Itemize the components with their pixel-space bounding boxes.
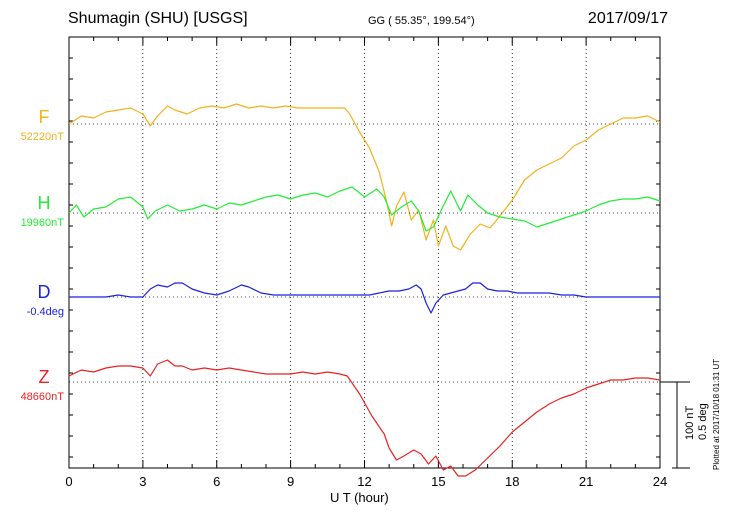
x-tick-label: 9 (287, 474, 294, 489)
x-axis-label: U T (hour) (330, 490, 389, 505)
baseline-label-h: 19960nT (20, 217, 64, 229)
x-tick-label: 15 (431, 474, 445, 489)
component-label-f: F (38, 107, 50, 127)
scale-bar-label-deg: 0.5 deg (697, 403, 709, 440)
x-tick-label: 21 (579, 474, 593, 489)
component-label-z: Z (38, 367, 50, 387)
plot-date: 2017/09/17 (587, 10, 668, 27)
series-line-d (69, 282, 660, 314)
station-title: Shumagin (SHU) [USGS] (68, 10, 248, 27)
x-tick-label: 24 (653, 474, 667, 489)
x-tick-label: 6 (213, 474, 220, 489)
series-line-f (68, 103, 661, 251)
component-label-d: D (37, 282, 51, 302)
baseline-label-z: 48660nT (20, 391, 64, 403)
geographic-coordinates: GG ( 55.35°, 199.54°) (368, 15, 475, 27)
series-line-h (68, 186, 661, 232)
component-label-h: H (37, 193, 51, 213)
scale-bar-label-nt: 100 nT (684, 405, 696, 440)
x-tick-label: 0 (65, 474, 72, 489)
x-tick-label: 12 (357, 474, 371, 489)
x-tick-label: 18 (505, 474, 519, 489)
x-tick-label: 3 (139, 474, 146, 489)
series-line-z (68, 359, 661, 477)
baseline-label-d: -0.4deg (26, 306, 64, 318)
plotted-timestamp: Plotted at 2017/10/18 01:31 UT (712, 358, 721, 470)
baseline-label-f: 52220nT (20, 131, 64, 143)
